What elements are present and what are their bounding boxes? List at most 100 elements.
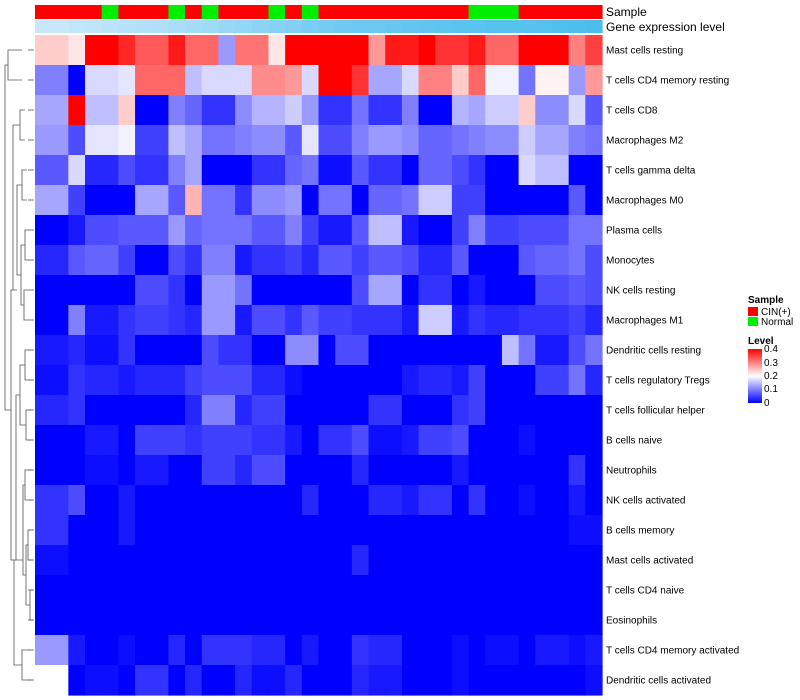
heatmap-cell <box>151 245 170 276</box>
heatmap-cell <box>135 335 153 366</box>
heatmap-cell <box>68 65 86 96</box>
heatmap-cell <box>285 95 303 126</box>
heatmap-cell <box>401 275 420 306</box>
heatmap-cell <box>501 515 520 546</box>
heatmap-cell <box>285 215 303 246</box>
heatmap-cell <box>35 185 53 216</box>
heatmap-cell <box>451 365 470 396</box>
heatmap-cell <box>268 95 286 126</box>
heatmap-cell <box>35 245 53 276</box>
heatmap-cell <box>435 125 453 156</box>
heatmap-cell <box>85 35 103 66</box>
heatmap-cell <box>135 65 153 96</box>
heatmap-cell <box>535 605 553 636</box>
sample-annotation-cell <box>451 5 470 19</box>
heatmap-cell <box>151 485 170 516</box>
heatmap-cell <box>518 275 536 306</box>
heatmap-cell <box>368 335 386 366</box>
expression-annotation-cell <box>518 20 536 33</box>
heatmap-cell <box>251 185 270 216</box>
legend-level-title: Level <box>748 336 774 347</box>
legend-normal-label: Normal <box>761 317 793 328</box>
heatmap-cell <box>385 635 403 666</box>
heatmap-cell <box>335 485 353 516</box>
sample-annotation-cell <box>551 5 570 19</box>
heatmap-cell <box>101 485 119 516</box>
expression-annotation-cell <box>135 20 153 33</box>
heatmap-cell <box>518 515 536 546</box>
heatmap-cell <box>368 575 386 606</box>
heatmap-cell <box>151 545 170 576</box>
heatmap-cell <box>585 605 603 636</box>
heatmap-cell <box>301 125 320 156</box>
heatmap-cell <box>268 365 286 396</box>
heatmap-cell <box>135 305 153 336</box>
heatmap-cell <box>451 305 470 336</box>
heatmap-cell <box>251 515 270 546</box>
heatmap-cell <box>301 425 320 456</box>
heatmap-cell <box>318 245 336 276</box>
heatmap-cell <box>451 515 470 546</box>
heatmap-cell <box>101 155 119 186</box>
heatmap-cell <box>218 125 236 156</box>
heatmap-cell <box>401 365 420 396</box>
heatmap-cell <box>135 515 153 546</box>
legend: Sample CIN(+) Normal Level 0.4 0.3 0.2 0… <box>748 295 793 409</box>
expression-annotation-cell <box>568 20 586 33</box>
heatmap-cell <box>568 155 586 186</box>
heatmap-cell <box>168 515 186 546</box>
annotation-label-sample: Sample <box>606 5 647 19</box>
heatmap-cell <box>451 545 470 576</box>
heatmap-cell <box>201 305 220 336</box>
legend-level-gradient <box>748 349 762 403</box>
heatmap-cell <box>301 185 320 216</box>
heatmap-cell <box>485 275 503 306</box>
row-label: T cells follicular helper <box>606 406 705 417</box>
heatmap-cell <box>218 305 236 336</box>
heatmap-cell <box>585 155 603 186</box>
heatmap-cell <box>418 95 436 126</box>
heatmap-cell <box>318 185 336 216</box>
heatmap-cell <box>85 635 103 666</box>
heatmap-cell <box>101 275 119 306</box>
heatmap-cell <box>435 425 453 456</box>
heatmap-cell <box>351 515 370 546</box>
heatmap-cell <box>118 65 136 96</box>
heatmap-cell <box>168 605 186 636</box>
heatmap-cell <box>468 575 486 606</box>
heatmap-cell <box>468 95 486 126</box>
heatmap-cell <box>118 515 136 546</box>
heatmap-cell <box>535 125 553 156</box>
expression-annotation-cell <box>185 20 203 33</box>
heatmap-cell <box>218 395 236 426</box>
heatmap-cell <box>101 395 119 426</box>
heatmap-cell <box>185 395 203 426</box>
heatmap-cell <box>251 35 270 66</box>
heatmap-cell <box>385 305 403 336</box>
expression-annotation-cell <box>218 20 236 33</box>
row-label: B cells memory <box>606 526 674 537</box>
heatmap-cell <box>485 35 503 66</box>
heatmap-cell <box>151 335 170 366</box>
heatmap-cell <box>585 335 603 366</box>
heatmap-cell <box>568 575 586 606</box>
heatmap-cell <box>118 185 136 216</box>
heatmap-cell <box>85 275 103 306</box>
heatmap-cell <box>201 575 220 606</box>
heatmap-cell <box>51 485 69 516</box>
heatmap-cell <box>168 95 186 126</box>
heatmap-cell <box>435 215 453 246</box>
heatmap-cell <box>501 365 520 396</box>
heatmap-cell <box>301 275 320 306</box>
heatmap-cell <box>585 575 603 606</box>
heatmap-cell <box>451 275 470 306</box>
heatmap-cell <box>535 185 553 216</box>
heatmap-cell <box>251 485 270 516</box>
heatmap-cell <box>218 65 236 96</box>
heatmap-cell <box>585 215 603 246</box>
heatmap-cell <box>401 185 420 216</box>
heatmap-cell <box>351 275 370 306</box>
heatmap-cell <box>485 95 503 126</box>
heatmap-cell <box>468 365 486 396</box>
heatmap-cell <box>251 605 270 636</box>
